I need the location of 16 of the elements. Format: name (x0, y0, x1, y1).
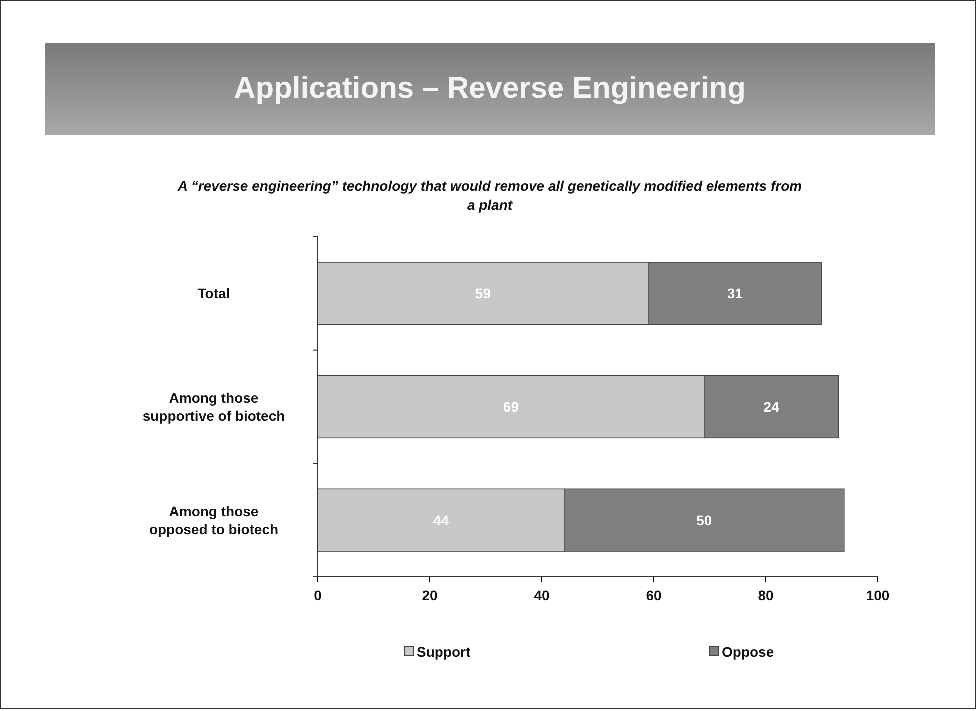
chart-title: Applications – Reverse Engineering (234, 72, 746, 105)
data-label: 50 (696, 512, 712, 528)
x-tick-label: 40 (534, 587, 550, 604)
data-label: 31 (727, 286, 744, 302)
legend-label: Support (417, 644, 471, 660)
y-tick-label: Total (198, 286, 230, 302)
x-tick-label: 80 (758, 587, 774, 604)
x-tick-label: 100 (866, 587, 890, 604)
legend-label: Oppose (722, 644, 774, 660)
y-tick-label: Among those opposed to biotech (149, 503, 279, 538)
y-tick-label: Among those supportive of biotech (142, 390, 286, 424)
x-tick-label: 60 (646, 587, 662, 604)
data-label: 24 (764, 399, 780, 415)
x-tick-label: 20 (422, 587, 438, 604)
chart-subtitle: A “reverse engineering” technology that would remove all genetically modified elements from a plant (176, 178, 802, 213)
x-tick-label: 0 (314, 587, 322, 604)
